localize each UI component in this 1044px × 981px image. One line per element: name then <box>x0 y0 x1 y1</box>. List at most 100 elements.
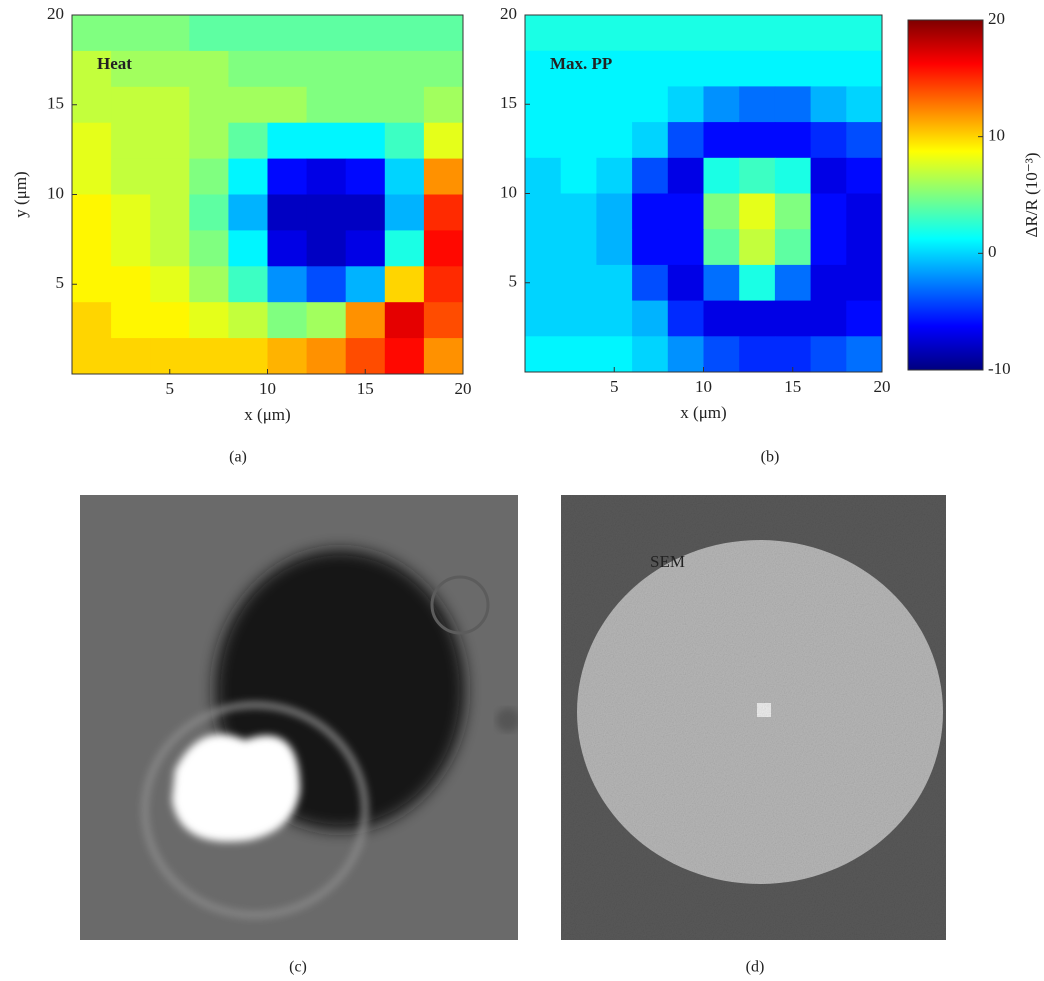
heat-cell <box>268 230 308 266</box>
colorbar-label: ΔR/R (10⁻³) <box>1022 153 1041 238</box>
heat-cell <box>596 86 632 122</box>
heat-cell <box>307 159 347 195</box>
heat-cell <box>111 338 151 374</box>
heat-cell <box>189 87 229 123</box>
heat-cell <box>846 51 882 87</box>
heat-cell <box>424 87 464 123</box>
heat-cell <box>268 159 308 195</box>
heat-cell <box>150 230 190 266</box>
x-tick-label: 5 <box>610 377 619 396</box>
heat-cell <box>811 301 847 337</box>
heat-cell <box>268 338 308 374</box>
heat-cell <box>228 230 268 266</box>
heat-cell <box>346 195 386 231</box>
heat-cell <box>385 195 425 231</box>
heat-cell <box>228 338 268 374</box>
heat-cell <box>307 87 347 123</box>
heat-cell <box>189 15 229 51</box>
heat-cell <box>228 51 268 87</box>
heat-cell <box>111 15 151 51</box>
heat-cell <box>632 86 668 122</box>
heat-cell <box>846 15 882 51</box>
heat-cell <box>228 123 268 159</box>
heat-cell <box>668 51 704 87</box>
colorbar-tick-label: -10 <box>988 359 1011 378</box>
heat-cell <box>775 194 811 230</box>
heat-cell <box>632 51 668 87</box>
y-tick-label: 20 <box>47 4 64 23</box>
heat-cell <box>561 122 597 158</box>
heat-cell <box>525 86 561 122</box>
heat-cell <box>268 123 308 159</box>
heat-cell <box>307 266 347 302</box>
heat-cell <box>775 158 811 194</box>
heat-cell <box>775 229 811 265</box>
heat-cell <box>704 86 740 122</box>
figure: 51015205101520x (μm)y (μm)Heat5101520510… <box>0 0 1044 981</box>
heat-cell <box>775 51 811 87</box>
heat-cell <box>632 301 668 337</box>
heat-cell <box>424 159 464 195</box>
heat-cell <box>346 51 386 87</box>
x-tick-label: 5 <box>166 379 175 398</box>
heat-cell <box>704 229 740 265</box>
heat-cell <box>596 15 632 51</box>
y-tick-label: 5 <box>509 272 518 291</box>
heat-cell <box>596 158 632 194</box>
y-tick-label: 20 <box>500 4 517 23</box>
heat-cell <box>596 194 632 230</box>
heat-cell <box>150 302 190 338</box>
heat-cell <box>385 15 425 51</box>
heat-cell <box>668 15 704 51</box>
heat-cell <box>632 194 668 230</box>
heat-cell <box>268 87 308 123</box>
heat-cell <box>72 338 112 374</box>
heat-cell <box>525 122 561 158</box>
x-tick-label: 10 <box>695 377 712 396</box>
heat-cell <box>775 86 811 122</box>
heat-cell <box>632 229 668 265</box>
heat-cell <box>846 336 882 372</box>
heat-cell <box>385 230 425 266</box>
y-axis-label: y (μm) <box>11 171 30 217</box>
heat-cell <box>424 302 464 338</box>
heat-cell <box>596 301 632 337</box>
heat-cell <box>385 123 425 159</box>
heat-cell <box>561 336 597 372</box>
heat-cell <box>150 51 190 87</box>
heat-cell <box>111 302 151 338</box>
heat-cell <box>150 159 190 195</box>
heat-cell <box>561 194 597 230</box>
heat-cell <box>775 122 811 158</box>
heat-cell <box>704 158 740 194</box>
heat-cell <box>525 15 561 51</box>
heat-cell <box>846 122 882 158</box>
heat-cell <box>739 15 775 51</box>
heat-cell <box>811 86 847 122</box>
heat-cell <box>739 122 775 158</box>
heat-cell <box>72 123 112 159</box>
heat-cell <box>72 195 112 231</box>
panel-label: (c) <box>289 959 307 976</box>
heat-cell <box>704 194 740 230</box>
heat-cell <box>704 122 740 158</box>
colorbar-tick-label: 10 <box>988 126 1005 145</box>
heat-cell <box>811 158 847 194</box>
heat-cell <box>268 195 308 231</box>
x-tick-label: 10 <box>259 379 276 398</box>
heat-cell <box>846 194 882 230</box>
heat-cell <box>424 195 464 231</box>
x-tick-label: 20 <box>874 377 891 396</box>
heat-cell <box>228 87 268 123</box>
heat-cell <box>385 266 425 302</box>
heat-cell <box>561 15 597 51</box>
heat-cell <box>424 230 464 266</box>
heat-cell <box>72 266 112 302</box>
heat-cell <box>632 265 668 301</box>
heat-cell <box>424 15 464 51</box>
heat-cell <box>811 336 847 372</box>
heat-cell <box>307 338 347 374</box>
heat-cell <box>739 51 775 87</box>
heat-cell <box>150 266 190 302</box>
heat-cell <box>668 158 704 194</box>
